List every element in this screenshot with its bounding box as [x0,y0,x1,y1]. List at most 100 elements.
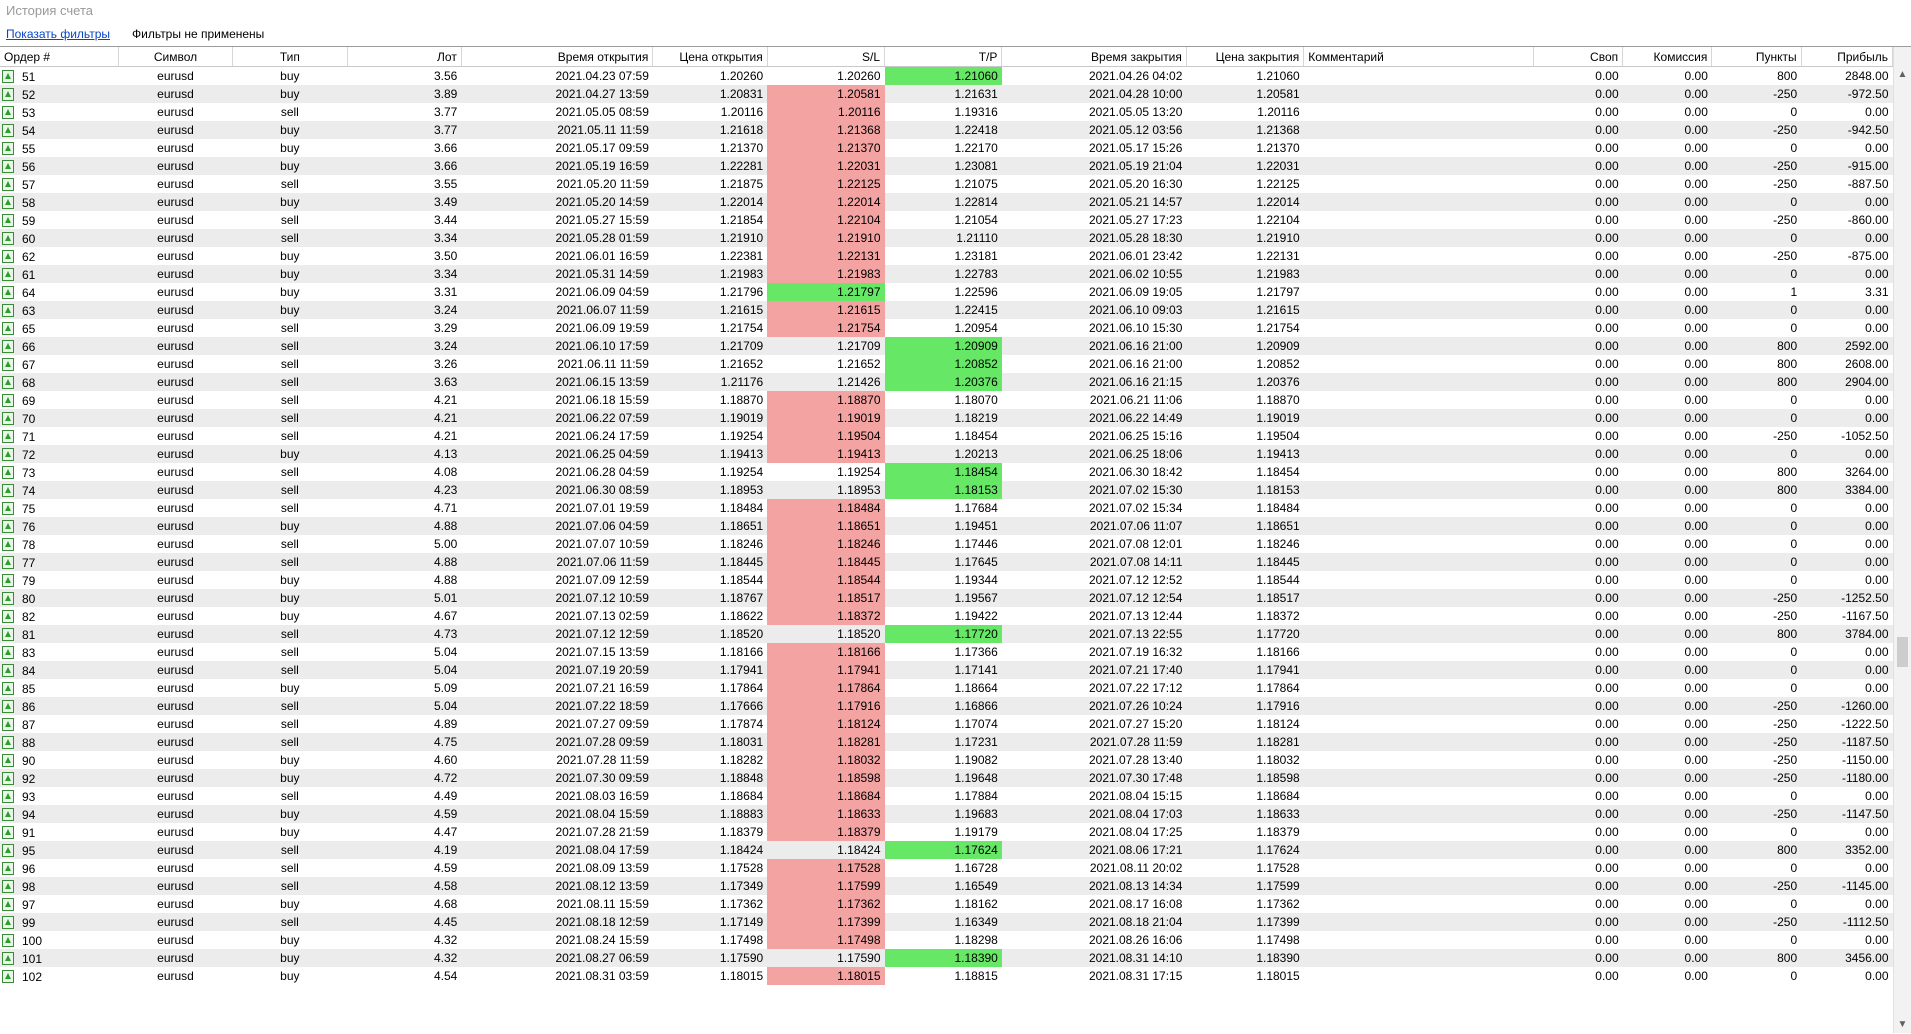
col-header-swap[interactable]: Своп [1533,47,1624,67]
table-row[interactable]: 76 eurusd buy 4.88 2021.07.06 04:59 1.18651 1.… [0,517,1893,535]
table-row[interactable]: 96 eurusd sell 4.59 2021.08.09 13:59 1.17528 1… [0,859,1893,877]
cell-swap: 0.00 [1533,409,1623,427]
cell-close-price: 1.21368 [1186,121,1304,139]
table-row[interactable]: 91 eurusd buy 4.47 2021.07.28 21:59 1.18379 1.… [0,823,1893,841]
cell-profit: 2904.00 [1801,373,1893,391]
table-row[interactable]: 97 eurusd buy 4.68 2021.08.11 15:59 1.17362 1.… [0,895,1893,913]
col-header-lot[interactable]: Лот [347,47,462,67]
table-row[interactable]: 69 eurusd sell 4.21 2021.06.18 15:59 1.18870 1… [0,391,1893,409]
table-row[interactable]: 60 eurusd sell 3.34 2021.05.28 01:59 1.21910 1… [0,229,1893,247]
table-row[interactable]: 65 eurusd sell 3.29 2021.06.09 19:59 1.21754 1… [0,319,1893,337]
table-row[interactable]: 78 eurusd sell 5.00 2021.07.07 10:59 1.18246 1… [0,535,1893,553]
table-row[interactable]: 53 eurusd sell 3.77 2021.05.05 08:59 1.20116 1… [0,103,1893,121]
col-header-open-time[interactable]: Время открытия [461,47,654,67]
table-row[interactable]: 85 eurusd buy 5.09 2021.07.21 16:59 1.17864 1.… [0,679,1893,697]
cell-lot: 3.66 [433,141,458,155]
cell-type: sell [280,861,299,875]
table-row[interactable]: 52 eurusd buy 3.89 2021.04.27 13:59 1.20831 1.… [0,85,1893,103]
order-number: 85 [22,681,36,696]
cell-open-time: 2021.08.27 06:59 [461,949,653,967]
table-row[interactable]: 84 eurusd sell 5.04 2021.07.19 20:59 1.17941 1… [0,661,1893,679]
table-row[interactable]: 95 eurusd sell 4.19 2021.08.04 17:59 1.18424 1… [0,841,1893,859]
table-row[interactable]: 86 eurusd sell 5.04 2021.07.22 18:59 1.17666 1… [0,697,1893,715]
cell-tp: 1.18664 [954,681,998,695]
cell-type: sell [232,841,347,859]
cell-close-time: 2021.07.06 11:07 [1001,517,1187,535]
scroll-down-icon[interactable]: ▼ [1897,1019,1908,1030]
window-title: История счета [0,0,1911,22]
table-row[interactable]: 72 eurusd buy 4.13 2021.06.25 04:59 1.19413 1.… [0,445,1893,463]
col-header-type[interactable]: Тип [232,47,348,67]
table-row[interactable]: 74 eurusd sell 4.23 2021.06.30 08:59 1.18953 1… [0,481,1893,499]
col-header-open-price[interactable]: Цена открытия [652,47,768,67]
table-row[interactable]: 80 eurusd buy 5.01 2021.07.12 10:59 1.18767 1.… [0,589,1893,607]
cell-comment [1304,499,1534,517]
table-row[interactable]: 59 eurusd sell 3.44 2021.05.27 15:59 1.21854 1… [0,211,1893,229]
order-icon [2,717,14,731]
table-row[interactable]: 63 eurusd buy 3.24 2021.06.07 11:59 1.21615 1.… [0,301,1893,319]
cell-symbol: eurusd [118,193,233,211]
table-row[interactable]: 54 eurusd buy 3.77 2021.05.11 11:59 1.21618 1.… [0,121,1893,139]
scroll-thumb[interactable] [1897,637,1908,667]
col-header-commission[interactable]: Комиссия [1622,47,1713,67]
cell-swap: 0.00 [1595,609,1619,623]
table-row[interactable]: 81 eurusd sell 4.73 2021.07.12 12:59 1.18520 1… [0,625,1893,643]
cell-profit: 0.00 [1865,321,1889,335]
table-row[interactable]: 67 eurusd sell 3.26 2021.06.11 11:59 1.21652 1… [0,355,1893,373]
table-row[interactable]: 93 eurusd sell 4.49 2021.08.03 16:59 1.18684 1… [0,787,1893,805]
order-number: 55 [22,141,36,156]
table-row[interactable]: 73 eurusd sell 4.08 2021.06.28 04:59 1.19254 1… [0,463,1893,481]
table-row[interactable]: 101 eurusd buy 4.32 2021.08.27 06:59 1.17590 1… [0,949,1893,967]
order-icon [2,303,14,317]
table-row[interactable]: 55 eurusd buy 3.66 2021.05.17 09:59 1.21370 1.… [0,139,1893,157]
vertical-scrollbar[interactable]: ▲ ▼ [1893,47,1911,1033]
col-header-symbol[interactable]: Символ [118,47,234,67]
table-row[interactable]: 98 eurusd sell 4.58 2021.08.12 13:59 1.17349 1… [0,877,1893,895]
col-header-close-price[interactable]: Цена закрытия [1186,47,1305,67]
table-row[interactable]: 94 eurusd buy 4.59 2021.08.04 15:59 1.18883 1.… [0,805,1893,823]
table-row[interactable]: 87 eurusd sell 4.89 2021.07.27 09:59 1.17874 1… [0,715,1893,733]
col-header-sl[interactable]: S/L [767,47,886,67]
table-row[interactable]: 92 eurusd buy 4.72 2021.07.30 09:59 1.18848 1.… [0,769,1893,787]
table-row[interactable]: 83 eurusd sell 5.04 2021.07.15 13:59 1.18166 1… [0,643,1893,661]
cell-close-time: 2021.06.25 15:16 [1088,429,1183,443]
col-header-order[interactable]: Ордер # [0,47,119,67]
col-header-points[interactable]: Пункты [1711,47,1802,67]
col-header-close-time[interactable]: Время закрытия [1001,47,1187,67]
cell-order: 97 [0,895,118,913]
table-row[interactable]: 68 eurusd sell 3.63 2021.06.15 13:59 1.21176 1… [0,373,1893,391]
cell-swap: 0.00 [1533,733,1623,751]
cell-lot: 4.19 [347,841,462,859]
table-row[interactable]: 66 eurusd sell 3.24 2021.06.10 17:59 1.21709 1… [0,337,1893,355]
table-row[interactable]: 88 eurusd sell 4.75 2021.07.28 09:59 1.18031 1… [0,733,1893,751]
table-row[interactable]: 90 eurusd buy 4.60 2021.07.28 11:59 1.18282 1.… [0,751,1893,769]
table-row[interactable]: 51 eurusd buy 3.56 2021.04.23 07:59 1.20260 1.… [0,66,1893,85]
table-row[interactable]: 102 eurusd buy 4.54 2021.08.31 03:59 1.18015 1… [0,967,1893,985]
cell-commission: 0.00 [1622,337,1712,355]
col-header-comment[interactable]: Комментарий [1303,47,1534,67]
table-row[interactable]: 57 eurusd sell 3.55 2021.05.20 11:59 1.21875 1… [0,175,1893,193]
cell-close-price: 1.18633 [1186,805,1304,823]
table-row[interactable]: 61 eurusd buy 3.34 2021.05.31 14:59 1.21983 1.… [0,265,1893,283]
table-row[interactable]: 100 eurusd buy 4.32 2021.08.24 15:59 1.17498 1… [0,931,1893,949]
table-row[interactable]: 71 eurusd sell 4.21 2021.06.24 17:59 1.19254 1… [0,427,1893,445]
col-header-profit[interactable]: Прибыль [1801,47,1894,67]
show-filters-link[interactable]: Показать фильтры [6,27,111,41]
scroll-up-icon[interactable]: ▲ [1897,69,1908,80]
cell-tp: 1.19179 [954,825,998,839]
table-row[interactable]: 82 eurusd buy 4.67 2021.07.13 02:59 1.18622 1.… [0,607,1893,625]
cell-type: sell [280,393,299,407]
table-row[interactable]: 77 eurusd sell 4.88 2021.07.06 11:59 1.18445 1… [0,553,1893,571]
table-row[interactable]: 56 eurusd buy 3.66 2021.05.19 16:59 1.22281 1.… [0,157,1893,175]
cell-sl: 1.21370 [767,139,885,157]
table-row[interactable]: 75 eurusd sell 4.71 2021.07.01 19:59 1.18484 1… [0,499,1893,517]
table-row[interactable]: 58 eurusd buy 3.49 2021.05.20 14:59 1.22014 1.… [0,193,1893,211]
table-row[interactable]: 99 eurusd sell 4.45 2021.08.18 12:59 1.17149 1… [0,913,1893,931]
table-row[interactable]: 64 eurusd buy 3.31 2021.06.09 04:59 1.21796 1.… [0,283,1893,301]
cell-tp: 1.19567 [884,589,1002,607]
cell-open-price: 1.18767 [652,589,768,607]
col-header-tp[interactable]: T/P [884,47,1003,67]
table-row[interactable]: 62 eurusd buy 3.50 2021.06.01 16:59 1.22381 1.… [0,247,1893,265]
table-row[interactable]: 79 eurusd buy 4.88 2021.07.09 12:59 1.18544 1.… [0,571,1893,589]
table-row[interactable]: 70 eurusd sell 4.21 2021.06.22 07:59 1.19019 1… [0,409,1893,427]
